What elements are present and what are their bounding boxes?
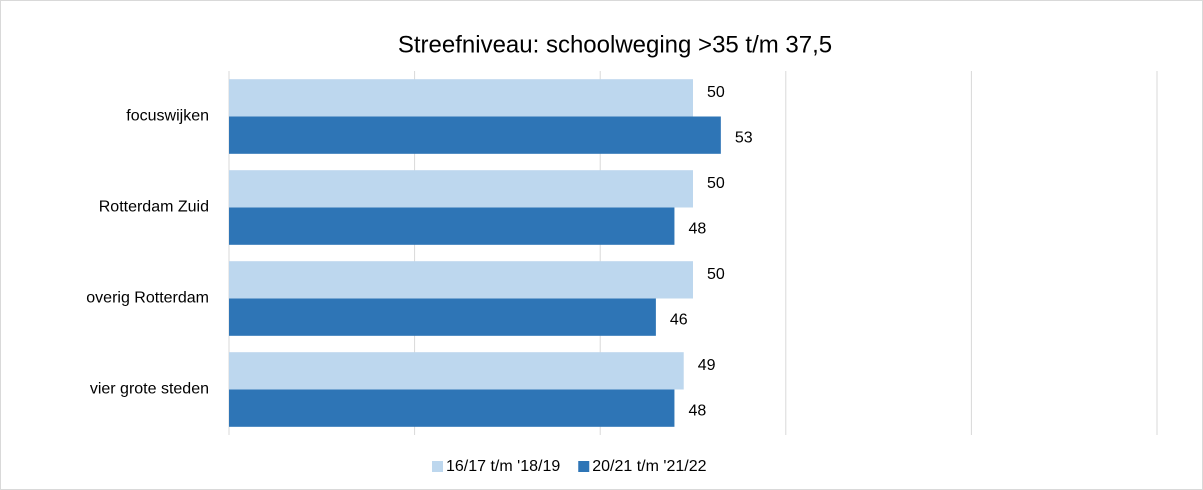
data-label: 53 [735, 129, 753, 146]
data-label: 49 [698, 357, 716, 374]
bar [229, 352, 684, 390]
bar [229, 79, 693, 117]
data-label: 50 [707, 266, 725, 283]
y-tick-label: vier grote steden [90, 381, 209, 398]
data-label: 48 [688, 220, 706, 237]
y-tick-label: Rotterdam Zuid [99, 199, 209, 216]
bar [229, 261, 693, 299]
bar [229, 170, 693, 208]
data-label: 50 [707, 175, 725, 192]
legend-swatch [578, 461, 590, 472]
data-label: 50 [707, 84, 725, 101]
y-tick-label: focuswijken [126, 108, 209, 125]
y-tick-label: overig Rotterdam [86, 290, 209, 307]
chart-title: Streefniveau: schoolweging >35 t/m 37,5 [398, 31, 832, 58]
legend-label: 20/21 t/m '21/22 [592, 458, 706, 475]
legend-swatch [432, 461, 443, 472]
legend-label: 16/17 t/m '18/19 [446, 458, 560, 475]
bar [229, 207, 675, 245]
data-label: 46 [670, 311, 688, 328]
data-label: 48 [688, 402, 706, 419]
bar [229, 389, 675, 427]
bar [229, 298, 656, 336]
bar [229, 116, 721, 154]
